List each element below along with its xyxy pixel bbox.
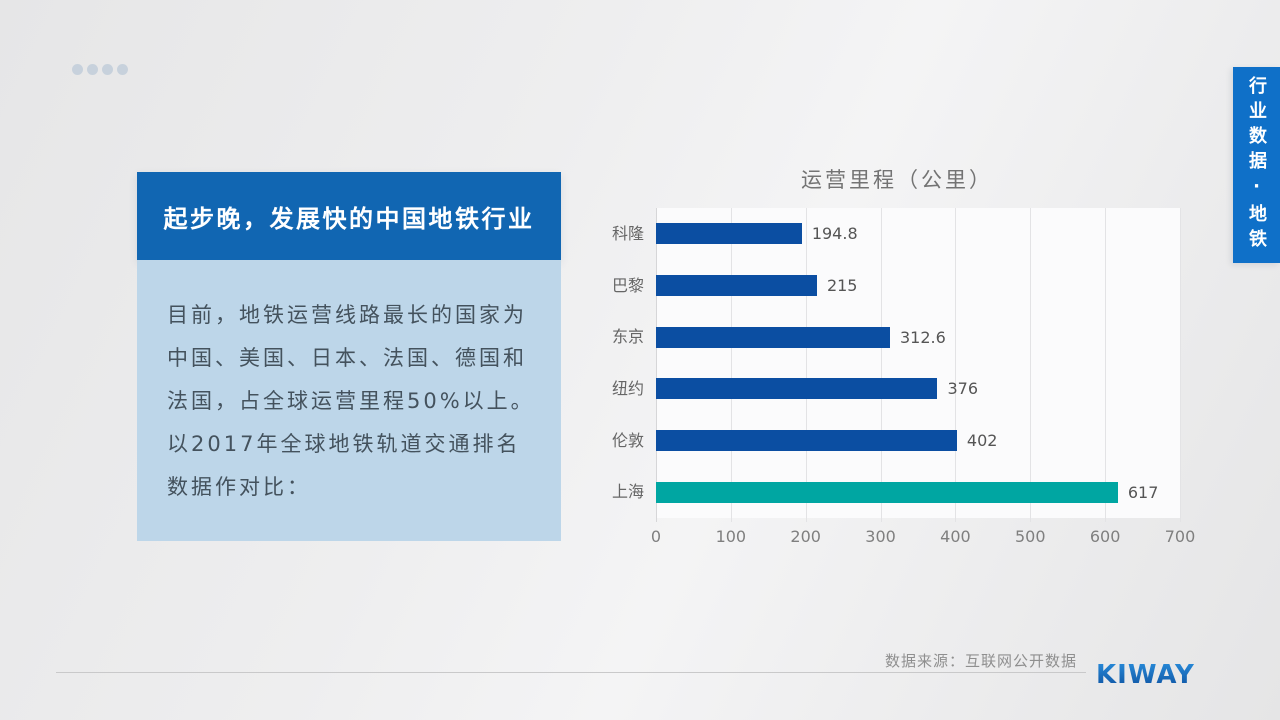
- bar-value-label: 312.6: [900, 327, 946, 347]
- x-tick-label: 300: [865, 527, 896, 546]
- body-text-line: 以2017年全球地铁轨道交通排名: [167, 432, 521, 456]
- gridline: [1180, 208, 1181, 522]
- dot: [72, 64, 83, 75]
- chart-plot-area: [656, 208, 1180, 518]
- body-text-line: 数据作对比：: [167, 475, 311, 499]
- dot: [87, 64, 98, 75]
- bar-value-label: 376: [947, 379, 978, 399]
- footer-divider: [56, 672, 1086, 673]
- bar-category-label: 纽约: [611, 378, 644, 398]
- dot: [102, 64, 113, 75]
- brand-logo: KIWAY: [1096, 660, 1195, 690]
- gridline: [1030, 208, 1032, 522]
- bar-category-label: 伦敦: [611, 430, 644, 450]
- x-tick-label: 100: [715, 527, 747, 546]
- gridline: [656, 208, 657, 522]
- bar-category-label: 上海: [611, 482, 644, 502]
- gridline: [955, 208, 957, 522]
- x-tick-label: 700: [1164, 527, 1196, 546]
- bar-category-label: 巴黎: [611, 275, 644, 295]
- gridline: [1105, 208, 1107, 522]
- section-title: 起步晚，发展快的中国地铁行业: [163, 204, 535, 233]
- bar-value-label: 194.8: [811, 224, 858, 244]
- bar: [656, 430, 957, 451]
- bar-value-label: 402: [966, 431, 998, 450]
- body-text-box: 目前，地铁运营线路最长的国家为 中国、美国、日本、法国、德国和 法国，占全球运营…: [137, 260, 561, 541]
- section-title-box: 起步晚，发展快的中国地铁行业: [137, 172, 561, 260]
- bar: [656, 326, 890, 348]
- body-text-line: 法国，占全球运营里程50%以上。: [167, 389, 535, 413]
- dot: [117, 64, 128, 75]
- x-tick-label: 400: [940, 527, 971, 546]
- x-tick-label: 200: [790, 527, 821, 546]
- bar-value-label: 617: [1127, 482, 1159, 502]
- x-tick-label: 600: [1089, 527, 1121, 546]
- bar-category-label: 东京: [611, 327, 644, 347]
- side-tab: 行业数据·地铁: [1233, 67, 1280, 263]
- gridline: [805, 208, 807, 522]
- x-tick-label: 0: [650, 527, 662, 546]
- chart-title: 运营里程（公里）: [801, 168, 993, 192]
- bar-category-label: 科隆: [611, 223, 644, 243]
- bar: [656, 481, 1118, 503]
- deco-dots: [72, 64, 128, 75]
- x-tick-label: 500: [1015, 527, 1046, 546]
- bar-value-label: 215: [826, 276, 858, 295]
- body-text-line: 目前，地铁运营线路最长的国家为: [167, 303, 527, 327]
- side-tab-label: 行业数据·地铁: [1246, 76, 1267, 254]
- bar: [656, 275, 817, 296]
- bar: [656, 223, 802, 245]
- bar: [656, 378, 938, 400]
- body-text-line: 中国、美国、日本、法国、德国和: [167, 346, 527, 370]
- data-source-note: 数据来源：互联网公开数据: [885, 652, 1078, 670]
- gridline: [730, 208, 732, 522]
- gridline: [880, 208, 882, 522]
